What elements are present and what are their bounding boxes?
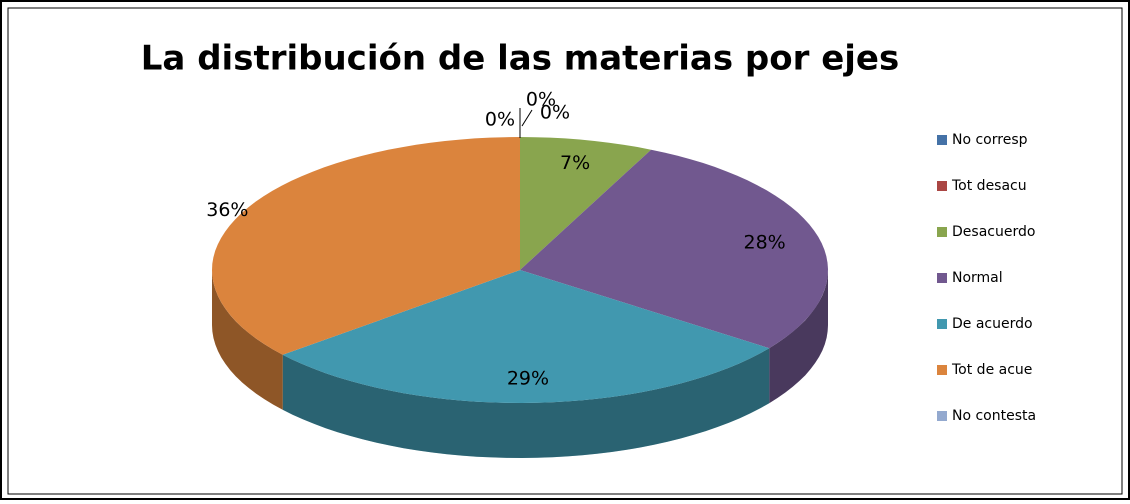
data-label: 7% [560, 152, 590, 174]
legend-label: De acuerdo [952, 316, 1033, 332]
legend-swatch [937, 273, 947, 283]
legend-label: Tot desacu [951, 178, 1027, 194]
slice [282, 270, 770, 403]
legend-label: Normal [952, 270, 1003, 286]
side-shade [212, 270, 283, 410]
chart-title: La distribución de las materias por ejes [141, 39, 899, 79]
chart-frame [7, 7, 1123, 495]
slice [520, 149, 828, 349]
data-label: 28% [744, 231, 786, 253]
leader-line [521, 109, 533, 127]
slice-side [212, 270, 283, 410]
legend-swatch [937, 365, 947, 375]
slice-side [282, 348, 770, 458]
slice [212, 137, 520, 355]
legend-swatch [937, 135, 947, 145]
legend-label: No contesta [952, 408, 1036, 424]
data-label: 0% [526, 89, 556, 111]
side-shade [769, 270, 828, 404]
legend-label: Tot de acue [951, 362, 1032, 378]
side-shade [282, 348, 770, 458]
data-label: 0% [485, 109, 515, 131]
slice-side [769, 270, 828, 404]
data-label: 36% [206, 199, 248, 221]
legend-label: Desacuerdo [952, 224, 1035, 240]
legend-swatch [937, 227, 947, 237]
slice [520, 137, 652, 270]
legend-swatch [937, 181, 947, 191]
data-label: 29% [507, 368, 549, 390]
data-label: 0% [540, 102, 570, 124]
legend-swatch [937, 411, 947, 421]
legend-label: No corresp [952, 132, 1028, 148]
legend-swatch [937, 319, 947, 329]
